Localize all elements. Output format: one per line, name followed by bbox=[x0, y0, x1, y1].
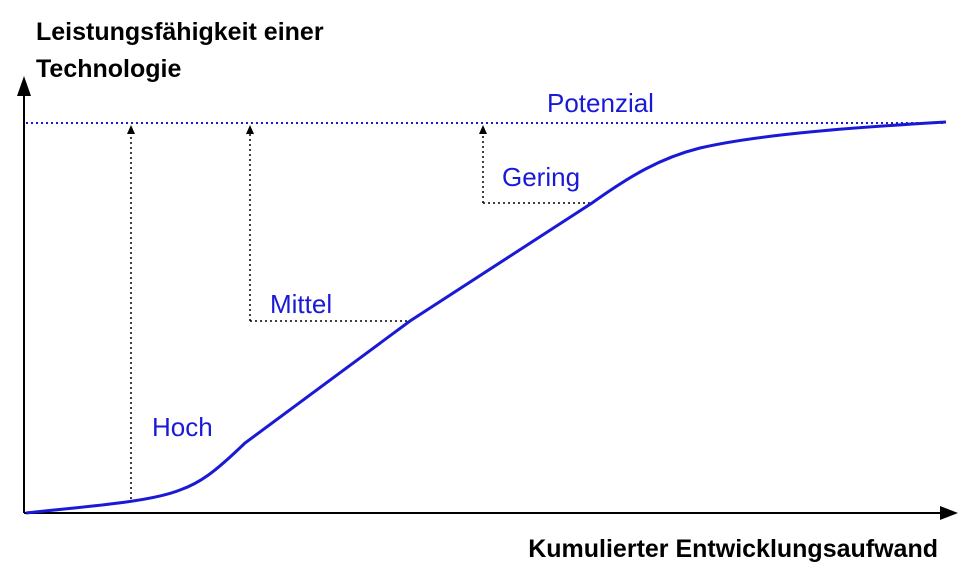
gap-label-high: Hoch bbox=[152, 412, 213, 442]
y-axis-title-line1: Leistungsfähigkeit einer bbox=[36, 18, 324, 46]
x-axis-arrowhead bbox=[940, 506, 958, 520]
s-curve bbox=[25, 120, 947, 515]
y-axis-arrowhead bbox=[17, 76, 31, 96]
potential-label: Potenzial bbox=[547, 88, 654, 118]
guide-high-arrowhead bbox=[127, 125, 135, 134]
gap-label-medium: Mittel bbox=[270, 289, 332, 319]
guide-low-arrowhead bbox=[479, 125, 487, 134]
gap-label-low: Gering bbox=[502, 162, 580, 192]
guide-medium-arrowhead bbox=[246, 125, 254, 134]
x-axis-title: Kumulierter Entwicklungsaufwand bbox=[528, 535, 938, 563]
y-axis-title-line2: Technologie bbox=[36, 55, 181, 83]
